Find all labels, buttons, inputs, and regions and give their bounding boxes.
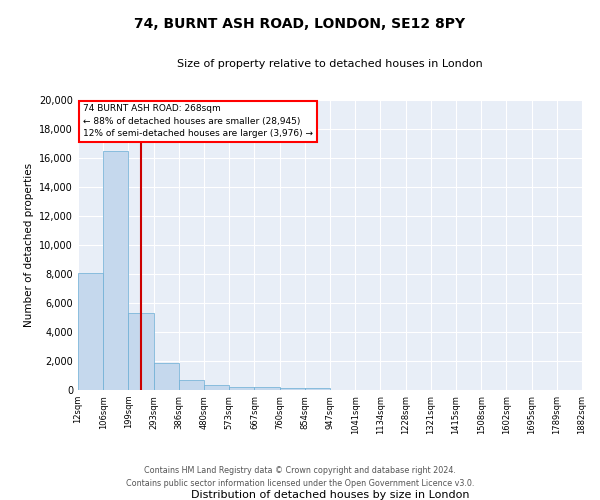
Bar bbox=[280, 388, 305, 390]
Bar bbox=[103, 151, 128, 390]
Text: Contains HM Land Registry data © Crown copyright and database right 2024.
Contai: Contains HM Land Registry data © Crown c… bbox=[126, 466, 474, 487]
Bar bbox=[128, 313, 154, 390]
Y-axis label: Number of detached properties: Number of detached properties bbox=[24, 163, 34, 327]
Bar bbox=[229, 386, 254, 390]
Bar bbox=[254, 387, 280, 390]
Text: 74, BURNT ASH ROAD, LONDON, SE12 8PY: 74, BURNT ASH ROAD, LONDON, SE12 8PY bbox=[134, 18, 466, 32]
Bar bbox=[179, 380, 204, 390]
Bar bbox=[78, 272, 103, 390]
Bar bbox=[204, 386, 229, 390]
Text: 74 BURNT ASH ROAD: 268sqm
← 88% of detached houses are smaller (28,945)
12% of s: 74 BURNT ASH ROAD: 268sqm ← 88% of detac… bbox=[83, 104, 313, 138]
X-axis label: Distribution of detached houses by size in London: Distribution of detached houses by size … bbox=[191, 490, 469, 500]
Bar bbox=[305, 388, 330, 390]
Bar bbox=[154, 363, 179, 390]
Title: Size of property relative to detached houses in London: Size of property relative to detached ho… bbox=[177, 58, 483, 68]
